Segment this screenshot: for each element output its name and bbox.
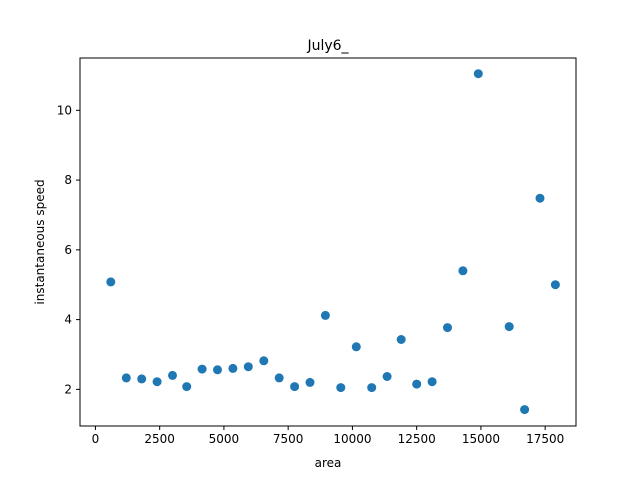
x-tick-label: 15000 [462, 432, 500, 446]
data-point [106, 277, 116, 287]
y-tick-label: 6 [64, 243, 72, 257]
y-tick-label: 2 [64, 382, 72, 396]
x-axis-label: area [315, 456, 342, 470]
x-tick-label: 10000 [333, 432, 371, 446]
data-point [305, 377, 315, 387]
data-point [535, 193, 545, 203]
data-point [228, 363, 238, 373]
x-tick-label: 17500 [526, 432, 564, 446]
x-tick-label: 2500 [144, 432, 175, 446]
data-point [137, 374, 147, 384]
y-tick-label: 4 [64, 313, 72, 327]
plot-area-frame [79, 57, 577, 427]
data-point [412, 379, 422, 389]
data-point [182, 382, 192, 392]
x-tick-label: 0 [92, 432, 100, 446]
data-point [274, 373, 284, 383]
data-point [382, 372, 392, 381]
y-tick-label: 8 [64, 173, 72, 187]
y-tick-label: 10 [57, 103, 72, 117]
data-point [443, 323, 452, 333]
data-point [473, 69, 483, 79]
data-point [168, 370, 177, 380]
data-point [351, 342, 361, 352]
x-tick-label: 12500 [398, 432, 436, 446]
data-point [243, 362, 253, 372]
data-points [106, 69, 560, 415]
data-point [396, 335, 406, 344]
data-point [520, 405, 530, 415]
data-point [367, 383, 377, 393]
data-point [259, 356, 269, 366]
data-point [550, 280, 560, 290]
data-point [336, 383, 346, 393]
data-point [152, 377, 162, 387]
x-tick-label: 7500 [273, 432, 304, 446]
data-point [427, 377, 437, 387]
data-point [458, 266, 468, 276]
data-point [197, 364, 207, 374]
data-point [290, 382, 300, 392]
data-point [213, 365, 222, 375]
chart-title: July6_ [306, 38, 349, 54]
y-axis-label: instantaneous speed [33, 179, 47, 304]
data-point [504, 322, 514, 332]
x-tick-label: 5000 [209, 432, 240, 446]
data-point [121, 373, 131, 383]
axis-ticks: 0 2500 5000 7500 10000 12500 15000 17500 2 4 6 8 10 [57, 103, 565, 446]
data-point [320, 310, 330, 320]
